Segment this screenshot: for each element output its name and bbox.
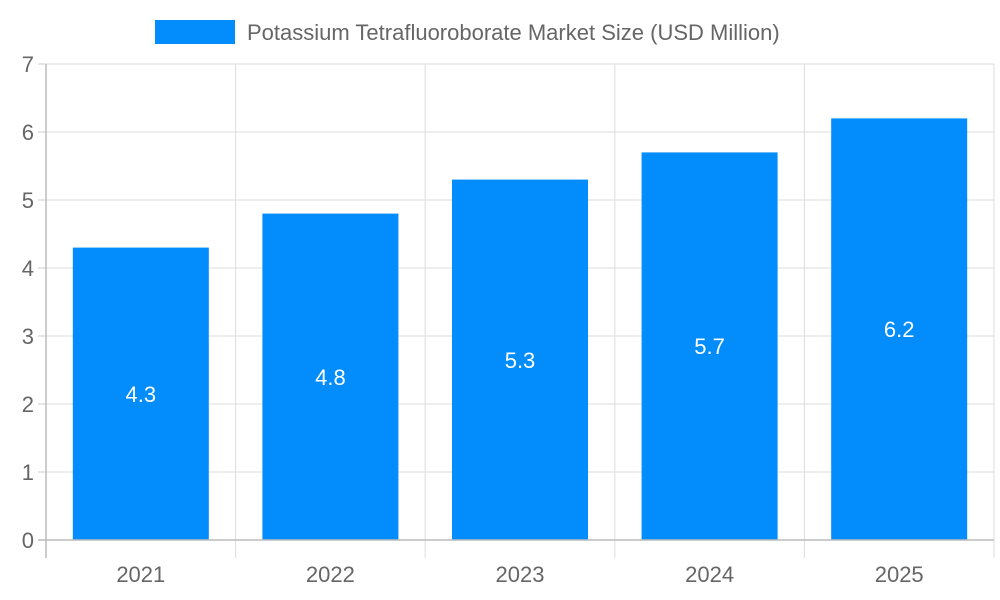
x-tick-label: 2022 xyxy=(306,562,355,587)
x-tick-label: 2021 xyxy=(116,562,165,587)
y-tick-label: 1 xyxy=(22,460,34,485)
data-label-2021: 4.3 xyxy=(126,382,157,407)
bar-2022[interactable] xyxy=(262,213,399,540)
data-label-2025: 6.2 xyxy=(884,317,915,342)
y-tick-label: 2 xyxy=(22,392,34,417)
x-tick-label: 2023 xyxy=(496,562,545,587)
y-axis-tick-labels: 0 1 2 3 4 5 6 7 xyxy=(22,52,34,553)
y-tick-label: 0 xyxy=(22,528,34,553)
y-tick-label: 7 xyxy=(22,52,34,77)
legend-swatch xyxy=(155,20,235,44)
x-tick-label: 2024 xyxy=(685,562,734,587)
bar-2023[interactable] xyxy=(452,179,588,540)
bar-2021[interactable] xyxy=(72,247,209,540)
data-label-2023: 5.3 xyxy=(505,348,536,373)
bar-2024[interactable] xyxy=(641,152,778,540)
data-label-2024: 5.7 xyxy=(694,334,725,359)
x-tick-label: 2025 xyxy=(875,562,924,587)
bars xyxy=(72,118,968,541)
y-tick-label: 6 xyxy=(22,120,34,145)
axes xyxy=(38,63,994,558)
bar-2025[interactable] xyxy=(831,118,968,541)
y-tick-label: 4 xyxy=(22,256,34,281)
data-labels: 4.3 4.8 5.3 5.7 6.2 xyxy=(126,317,915,407)
y-tick-label: 5 xyxy=(22,188,34,213)
x-axis-tick-labels: 2021 2022 2023 2024 2025 xyxy=(116,562,923,587)
y-tick-label: 3 xyxy=(22,324,34,349)
data-label-2022: 4.8 xyxy=(315,365,346,390)
legend-label: Potassium Tetrafluoroborate Market Size … xyxy=(247,20,780,45)
legend[interactable]: Potassium Tetrafluoroborate Market Size … xyxy=(155,20,780,45)
